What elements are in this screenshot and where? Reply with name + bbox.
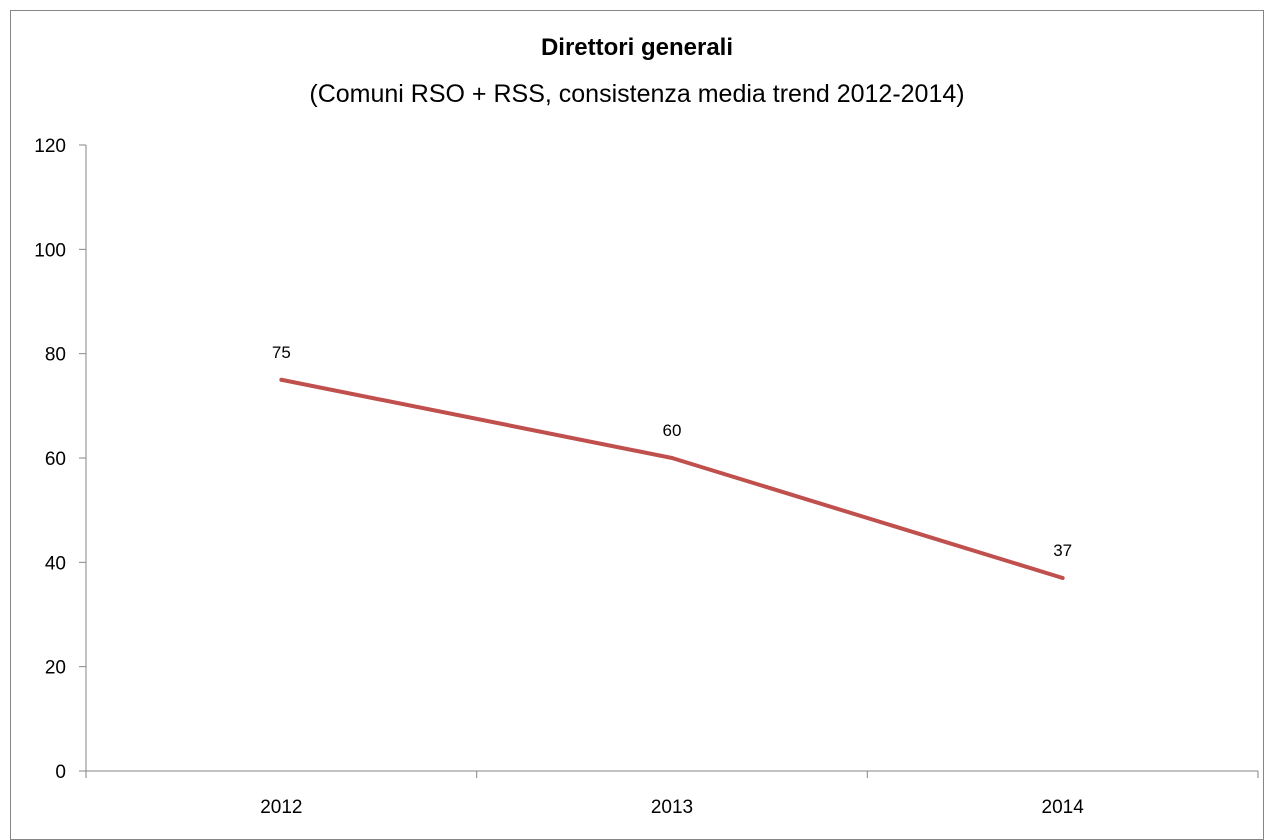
data-point (670, 456, 674, 460)
x-tick-label: 2012 (260, 797, 302, 818)
chart-frame (10, 10, 1264, 840)
chart-title: Direttori generali (540, 34, 734, 61)
data-point (1060, 575, 1065, 580)
y-tick-label: 60 (45, 449, 66, 470)
x-tick-label: 2014 (1042, 797, 1085, 818)
y-tick-label: 100 (34, 240, 66, 261)
data-label: 37 (1053, 541, 1072, 560)
series-line (280, 377, 1064, 580)
y-tick-label: 40 (45, 553, 66, 574)
x-axis-ticks: 2012 2013 2014 (85, 771, 1259, 818)
y-tick-label: 20 (45, 658, 66, 679)
y-axis-ticks: 0 20 40 60 80 100 120 (34, 136, 86, 783)
data-label: 60 (663, 421, 682, 440)
y-tick-label: 120 (34, 136, 66, 157)
y-tick-label: 80 (45, 345, 66, 366)
data-labels: 75 60 37 (272, 343, 1072, 560)
chart-subtitle: (Comuni RSO + RSS, consistenza media tre… (309, 80, 965, 108)
series-layer (279, 377, 1065, 580)
x-tick-label: 2013 (651, 797, 693, 818)
y-tick-label: 0 (55, 762, 66, 783)
data-label: 75 (272, 343, 291, 362)
data-point (279, 377, 284, 382)
